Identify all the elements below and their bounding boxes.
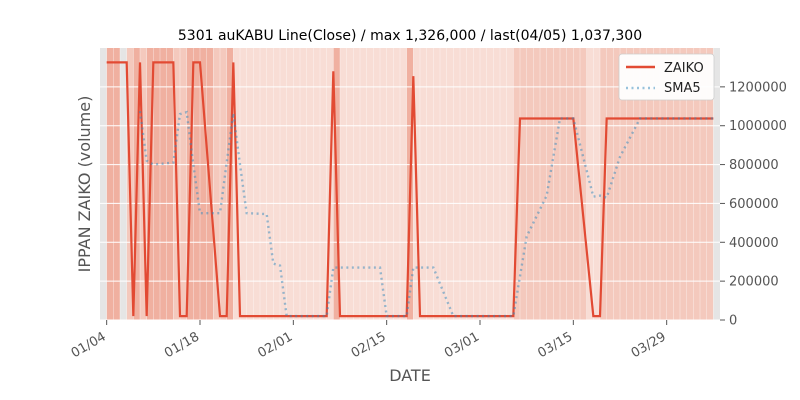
shaded-region-mid [513,48,587,320]
y-tick-label: 600000 [729,197,779,212]
series-line-zaiko [106,61,714,318]
chart-title: 5301 auKABU Line(Close) / max 1,326,000 … [178,28,642,44]
x-tick-label: 03/29 [629,329,669,361]
x-tick-label: 03/01 [442,329,482,361]
x-tick-label: 01/18 [162,329,202,361]
legend-label-sma5: SMA5 [664,81,701,96]
y-tick-label: 200000 [729,275,779,290]
x-tick-label: 02/01 [255,329,295,361]
y-tick-label: 400000 [729,236,779,251]
x-axis-label: DATE [389,366,431,385]
x-tick-label: 02/15 [349,329,389,361]
x-tick-label: 01/04 [69,329,109,361]
series-lines [106,61,714,318]
y-axis-ticks: 0 200000 400000 600000 800000 1000000 1200000 [720,80,787,329]
legend-label-zaiko: ZAIKO [664,61,704,76]
series-line-sma5 [138,110,714,318]
y-tick-label: 1200000 [729,80,787,95]
shaded-region-light [233,48,334,320]
shaded-region-light [413,48,514,320]
x-axis-ticks: 01/04 01/18 02/01 02/15 03/01 03/15 03/29 [69,320,669,361]
y-tick-label: 1000000 [729,119,787,134]
legend: ZAIKO SMA5 [618,53,715,101]
y-tick-label: 800000 [729,158,779,173]
y-axis-label: IPPAN ZAIKO (volume) [75,96,94,273]
x-tick-label: 03/15 [535,329,575,361]
y-tick-label: 0 [729,314,737,329]
